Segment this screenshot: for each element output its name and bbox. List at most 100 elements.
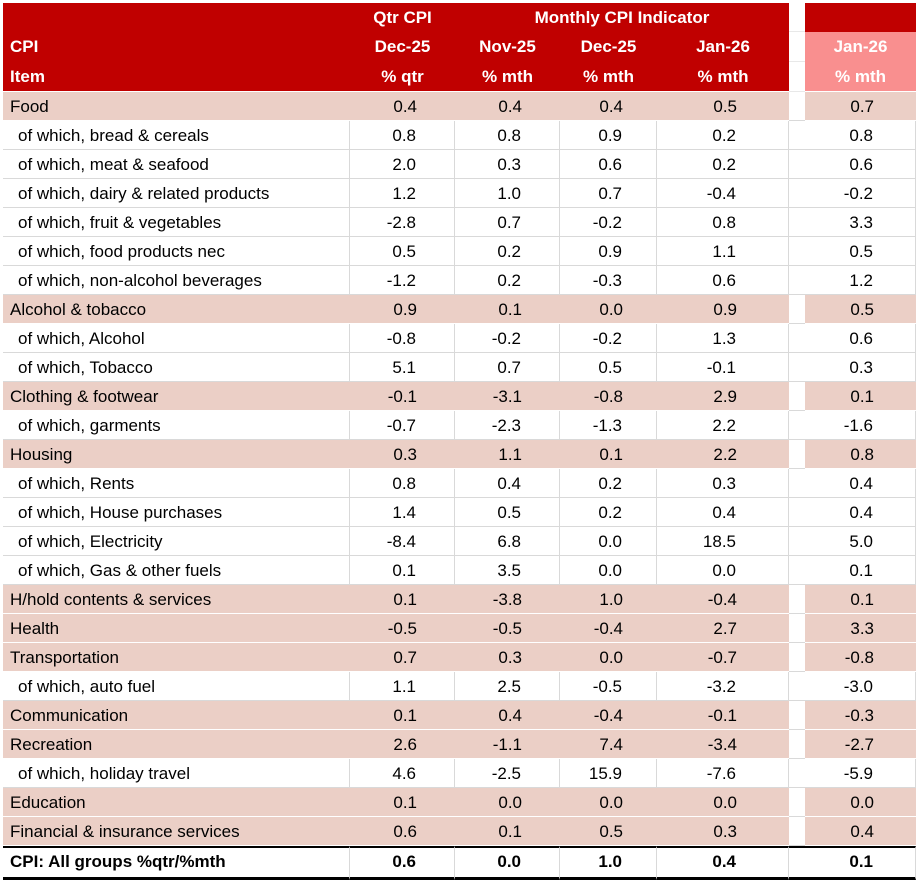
value-cell: 2.6 [350, 730, 455, 759]
value-cell: -0.2 [455, 324, 560, 353]
value-cell: 1.1 [657, 237, 789, 266]
item-cell: of which, garments [3, 411, 350, 440]
highlight-value-cell: -1.6 [805, 411, 916, 440]
header-item-line2: Item [3, 62, 350, 92]
value-cell: 1.2 [350, 179, 455, 208]
value-cell: -0.2 [560, 208, 657, 237]
header-highlight-unit: % mth [805, 62, 916, 92]
item-cell: of which, Tobacco [3, 353, 350, 382]
value-cell: -0.1 [657, 353, 789, 382]
header-unit-mth-nov: % mth [455, 62, 560, 92]
value-cell: -0.1 [657, 701, 789, 730]
header-item-line1: CPI [3, 32, 350, 62]
value-cell: 0.3 [455, 643, 560, 672]
value-cell: 0.3 [455, 150, 560, 179]
item-cell: Financial & insurance services [3, 817, 350, 846]
value-cell: -0.7 [350, 411, 455, 440]
value-cell: -3.1 [455, 382, 560, 411]
gap-cell [789, 788, 805, 817]
item-cell: of which, holiday travel [3, 759, 350, 788]
item-cell: of which, House purchases [3, 498, 350, 527]
gap-cell [789, 353, 805, 382]
value-cell: 0.1 [350, 701, 455, 730]
value-cell: 0.0 [560, 788, 657, 817]
value-cell: 0.0 [455, 788, 560, 817]
value-cell: -0.8 [560, 382, 657, 411]
value-cell: 0.0 [560, 556, 657, 585]
value-cell: -3.4 [657, 730, 789, 759]
value-cell: -1.1 [455, 730, 560, 759]
item-cell: of which, food products nec [3, 237, 350, 266]
highlight-value-cell: -0.3 [805, 701, 916, 730]
header-highlight-blank [805, 3, 916, 32]
highlight-value-cell: 1.2 [805, 266, 916, 295]
value-cell: -1.3 [560, 411, 657, 440]
highlight-value-cell: 0.6 [805, 324, 916, 353]
value-cell: -1.2 [350, 266, 455, 295]
item-cell: of which, dairy & related products [3, 179, 350, 208]
highlight-value-cell: 0.5 [805, 295, 916, 324]
value-cell: 6.8 [455, 527, 560, 556]
header-gap-cell [789, 32, 805, 62]
value-cell: -0.5 [350, 614, 455, 643]
value-cell: 0.8 [350, 121, 455, 150]
value-cell: 0.7 [455, 208, 560, 237]
cpi-table-grid: Qtr CPI Monthly CPI Indicator CPI Dec-25… [3, 3, 916, 880]
value-cell: -2.8 [350, 208, 455, 237]
item-cell: Alcohol & tobacco [3, 295, 350, 324]
header-period-jan26: Jan-26 [657, 32, 789, 62]
value-cell: 1.1 [350, 672, 455, 701]
gap-cell [789, 324, 805, 353]
item-cell: CPI: All groups %qtr/%mth [3, 846, 350, 880]
highlight-value-cell: -3.0 [805, 672, 916, 701]
highlight-value-cell: 0.0 [805, 788, 916, 817]
value-cell: 0.5 [657, 92, 789, 121]
value-cell: 0.2 [455, 237, 560, 266]
value-cell: -2.5 [455, 759, 560, 788]
value-cell: 0.1 [350, 585, 455, 614]
value-cell: 0.3 [350, 440, 455, 469]
item-cell: of which, fruit & vegetables [3, 208, 350, 237]
header-qtr-cpi-group: Qtr CPI [350, 3, 455, 32]
value-cell: 0.9 [350, 295, 455, 324]
value-cell: 0.4 [455, 701, 560, 730]
highlight-value-cell: -5.9 [805, 759, 916, 788]
value-cell: 0.1 [455, 817, 560, 846]
value-cell: 0.0 [560, 295, 657, 324]
highlight-value-cell: -0.8 [805, 643, 916, 672]
item-cell: of which, Rents [3, 469, 350, 498]
value-cell: 7.4 [560, 730, 657, 759]
value-cell: 0.6 [350, 846, 455, 880]
value-cell: -0.3 [560, 266, 657, 295]
gap-cell [789, 92, 805, 121]
highlight-value-cell: 0.1 [805, 382, 916, 411]
value-cell: -0.5 [455, 614, 560, 643]
value-cell: 0.2 [455, 266, 560, 295]
gap-cell [789, 643, 805, 672]
gap-cell [789, 121, 805, 150]
value-cell: 0.9 [560, 237, 657, 266]
value-cell: 2.2 [657, 411, 789, 440]
gap-cell [789, 672, 805, 701]
highlight-value-cell: 3.3 [805, 614, 916, 643]
value-cell: 0.9 [657, 295, 789, 324]
header-unit-mth-jan: % mth [657, 62, 789, 92]
highlight-value-cell: 0.5 [805, 237, 916, 266]
value-cell: -0.4 [657, 179, 789, 208]
value-cell: -0.4 [657, 585, 789, 614]
value-cell: 0.2 [560, 498, 657, 527]
value-cell: 0.6 [350, 817, 455, 846]
gap-cell [789, 817, 805, 846]
value-cell: 1.0 [560, 585, 657, 614]
value-cell: 0.3 [657, 817, 789, 846]
gap-cell [789, 527, 805, 556]
value-cell: 2.5 [455, 672, 560, 701]
value-cell: 2.2 [657, 440, 789, 469]
gap-cell [789, 382, 805, 411]
highlight-value-cell: -2.7 [805, 730, 916, 759]
item-cell: of which, meat & seafood [3, 150, 350, 179]
header-monthly-cpi-indicator-group: Monthly CPI Indicator [455, 3, 789, 32]
value-cell: 2.9 [657, 382, 789, 411]
gap-cell [789, 759, 805, 788]
